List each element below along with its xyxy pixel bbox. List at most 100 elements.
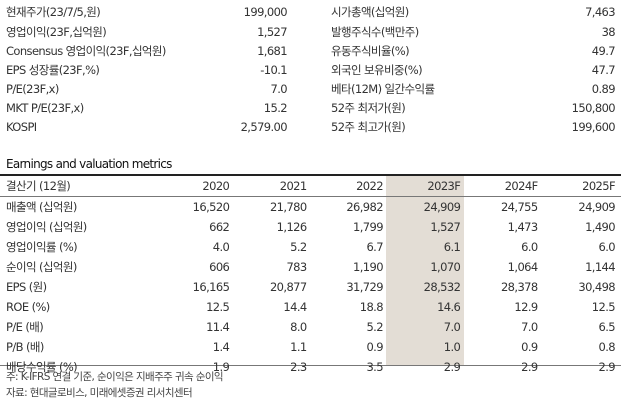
table-row: 영업이익률 (%) 4.0 5.2 6.7 6.1 6.0 6.0 [0,237,621,257]
cell: 7.0 [443,320,461,334]
summary-value: 150,800 [571,101,616,115]
summary-value: 0.89 [591,82,616,96]
row-label: 영업이익 (십억원) [6,220,87,234]
table-row: EPS (원) 16,165 20,877 31,729 28,532 28,3… [0,277,621,297]
summary-value: -10.1 [260,63,287,77]
summary-label: 52주 최저가(원) [331,101,406,115]
table-row: ROE (%) 12.5 14.4 18.8 14.6 12.9 12.5 [0,297,621,317]
header-year: 2021 [279,179,307,193]
cell: 31,729 [346,280,383,294]
cell: 14.4 [283,300,307,314]
table-row: P/B (배) 1.4 1.1 0.9 1.0 0.9 0.8 [0,337,621,357]
cell: 12.9 [514,300,538,314]
cell: 6.0 [521,240,538,254]
header-year: 2020 [202,179,230,193]
cell: 26,982 [346,200,383,214]
cell: 6.5 [598,320,616,334]
summary-label: 발행주식수(백만주) [331,25,419,39]
summary-value: 199,600 [571,120,616,134]
footnote: 주: K-IFRS 연결 기준, 순이익은 지배주주 귀속 순이익 [6,371,224,383]
table-row: 배당수익률 (%) 1.9 2.3 3.5 2.9 2.9 2.9 [0,357,621,377]
cell: 1,190 [353,260,384,274]
table-header-rule [0,196,621,197]
cell: 5.2 [366,320,383,334]
header-year: 2025F [582,179,615,193]
summary-label: 유동주식비율(%) [331,44,410,58]
summary-label: KOSPI [6,120,37,134]
cell: 1.9 [212,360,230,374]
cell: 1,126 [276,220,308,234]
cell: 783 [286,260,307,274]
cell: 14.6 [437,300,461,314]
cell: 0.9 [521,340,538,354]
cell: 662 [209,220,230,234]
cell: 20,877 [269,280,307,294]
cell: 0.8 [598,340,616,354]
summary-label: 외국인 보유비중(%) [331,63,423,77]
summary-label: P/E(23F,x) [6,82,59,96]
cell: 24,909 [578,200,615,214]
cell: 6.1 [443,240,461,254]
summary-value: 199,000 [243,5,288,19]
cell: 30,498 [578,280,615,294]
summary-label: 시가총액(십억원) [331,5,409,19]
cell: 1.1 [290,340,307,354]
table-header-row: 결산기 (12월) 2020 2021 2022 2023F 2024F 202… [0,176,621,196]
summary-value: 1,527 [257,25,288,39]
cell: 7.0 [521,320,538,334]
summary-value: 38 [601,25,616,39]
summary-label: 베타(12M) 일간수익률 [331,82,435,96]
table-top-rule [0,174,621,176]
cell: 1.4 [212,340,230,354]
cell: 2.3 [290,360,307,374]
summary-label: 52주 최고가(원) [331,120,406,134]
header-year: 2022 [356,179,383,193]
cell: 8.0 [290,320,307,334]
row-label: P/E (배) [6,320,44,334]
cell: 11.4 [206,320,230,334]
cell: 1,490 [585,220,616,234]
cell: 16,520 [192,200,230,214]
cell: 2.9 [521,360,538,374]
summary-value: 15.2 [263,101,288,115]
cell: 3.5 [366,360,383,374]
summary-label: MKT P/E(23F,x) [6,101,84,115]
cell: 2.9 [443,360,461,374]
summary-label: 영업이익(23F,십억원) [6,25,107,39]
row-label: 배당수익률 (%) [6,360,78,374]
cell: 6.0 [598,240,616,254]
summary-label: Consensus 영업이익(23F,십억원) [6,44,166,58]
header-label: 결산기 (12월) [6,179,71,193]
row-label: ROE (%) [6,300,50,314]
cell: 12.5 [206,300,230,314]
summary-value: 2,579.00 [240,120,288,134]
summary-value: 7,463 [585,5,616,19]
cell: 18.8 [359,300,384,314]
header-year: 2023F [427,179,461,193]
cell: 606 [209,260,230,274]
row-label: 순이익 (십억원) [6,260,77,274]
row-label: P/B (배) [6,340,44,354]
table-row: 매출액 (십억원) 16,520 21,780 26,982 24,909 24… [0,196,621,217]
cell: 6.7 [366,240,383,254]
summary-label: 현재주가(23/7/5,원) [6,5,101,19]
table-bottom-rule [0,365,621,366]
summary-value: 47.7 [591,63,616,77]
row-label: EPS (원) [6,280,47,294]
row-label: 영업이익률 (%) [6,240,78,254]
cell: 1,070 [430,260,461,274]
cell: 12.5 [591,300,616,314]
cell: 1,799 [353,220,384,234]
source-note: 자료: 현대글로비스, 미래에셋증권 리서치센터 [6,387,193,399]
cell: 0.9 [366,340,383,354]
cell: 5.2 [290,240,307,254]
cell: 4.0 [212,240,230,254]
forecast-highlight-column [386,174,464,365]
cell: 1,064 [507,260,539,274]
summary-value: 49.7 [591,44,616,58]
cell: 1,144 [585,260,616,274]
summary-value: 7.0 [270,82,288,96]
table-row: 순이익 (십억원) 606 783 1,190 1,070 1,064 1,14… [0,257,621,277]
summary-value: 1,681 [257,44,288,58]
summary-label: EPS 성장률(23F,%) [6,63,100,77]
